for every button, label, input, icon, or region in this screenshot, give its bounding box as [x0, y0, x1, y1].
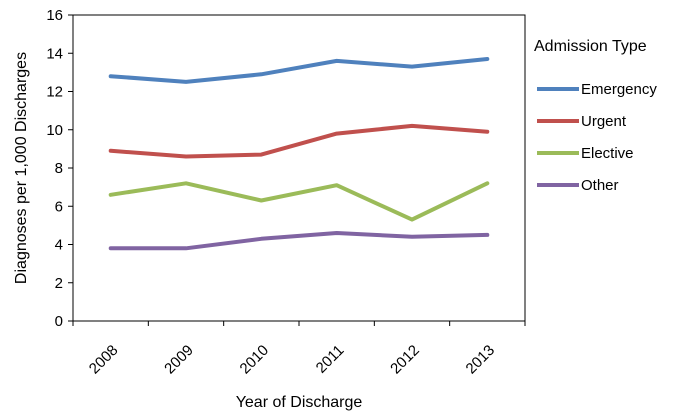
- legend-label-other: Other: [581, 177, 619, 194]
- y-tick-label: 8: [55, 160, 63, 177]
- legend-label-elective: Elective: [581, 145, 634, 162]
- legend-title: Admission Type: [534, 38, 647, 55]
- x-axis-title: Year of Discharge: [236, 394, 363, 411]
- x-tick-label: 2008: [86, 342, 122, 378]
- y-tick-label: 14: [46, 45, 63, 62]
- legend-label-urgent: Urgent: [581, 113, 627, 130]
- y-tick-label: 6: [55, 198, 63, 215]
- legend-label-emergency: Emergency: [581, 81, 657, 98]
- series-line-urgent: [108, 123, 490, 159]
- series-line-other: [108, 231, 490, 251]
- x-tick-label: 2013: [463, 342, 499, 378]
- y-tick-label: 16: [46, 7, 63, 24]
- x-axis: 2008 2009 2010 2011 2012 2013: [72, 321, 526, 378]
- series-line-emergency: [108, 57, 490, 84]
- y-axis: 0 2 4 6 8 10 12 14 16: [46, 7, 73, 330]
- series-line-elective: [108, 181, 490, 222]
- y-tick-label: 0: [55, 313, 63, 330]
- series-lines: [108, 57, 490, 251]
- x-tick-label: 2012: [387, 342, 423, 378]
- y-tick-label: 2: [55, 275, 63, 292]
- y-tick-label: 10: [46, 122, 63, 139]
- y-tick-label: 4: [55, 237, 63, 254]
- legend: Emergency Urgent Elective Other: [537, 81, 657, 194]
- y-axis-title: Diagnoses per 1,000 Discharges: [13, 52, 30, 284]
- x-tick-label: 2010: [237, 342, 273, 378]
- y-tick-label: 12: [46, 84, 63, 101]
- x-tick-label: 2011: [313, 342, 348, 377]
- x-tick-label: 2009: [161, 342, 197, 378]
